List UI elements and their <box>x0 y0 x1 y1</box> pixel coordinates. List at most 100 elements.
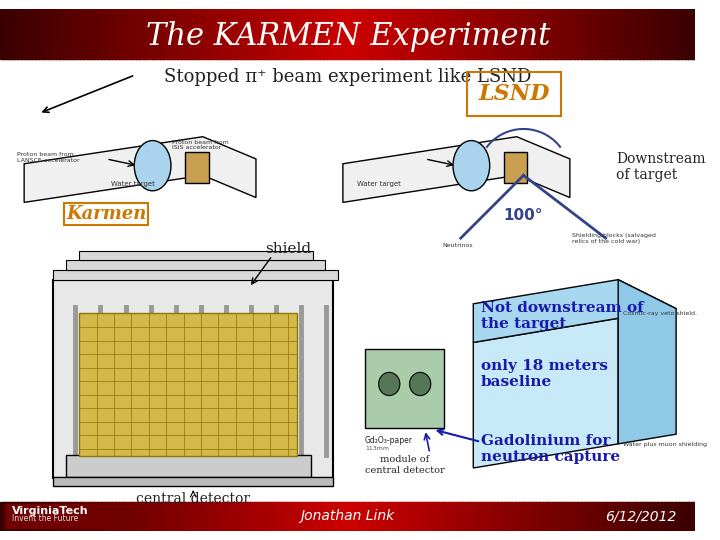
Bar <box>532 502 536 531</box>
Bar <box>532 9 536 59</box>
Bar <box>577 502 582 531</box>
Bar <box>80 9 84 59</box>
Bar <box>546 502 550 531</box>
Bar <box>595 502 599 531</box>
Bar <box>38 9 42 59</box>
Bar <box>622 502 627 531</box>
Polygon shape <box>343 137 570 202</box>
Bar <box>282 502 286 531</box>
Bar <box>320 9 324 59</box>
Bar <box>386 9 390 59</box>
Bar <box>101 9 105 59</box>
Bar <box>306 9 310 59</box>
Bar <box>108 502 112 531</box>
Bar <box>337 9 342 59</box>
Bar <box>84 9 88 59</box>
Bar <box>494 9 498 59</box>
Bar <box>456 502 460 531</box>
Bar <box>66 455 311 477</box>
Bar <box>616 502 620 531</box>
Bar <box>608 9 613 59</box>
Bar <box>177 502 181 531</box>
Bar <box>153 502 158 531</box>
Bar <box>177 9 181 59</box>
Bar <box>393 9 397 59</box>
Bar <box>372 9 377 59</box>
Bar <box>542 9 547 59</box>
Bar <box>553 502 557 531</box>
Bar <box>682 502 686 531</box>
Bar <box>73 9 78 59</box>
Polygon shape <box>618 280 676 444</box>
Text: Not downstream of
the target: Not downstream of the target <box>481 301 644 331</box>
Bar <box>390 9 394 59</box>
Bar <box>14 502 18 531</box>
Bar <box>45 9 50 59</box>
Bar <box>595 9 599 59</box>
Bar <box>650 502 654 531</box>
Bar <box>306 502 310 531</box>
Bar <box>156 9 161 59</box>
Bar <box>112 502 116 531</box>
Bar <box>247 9 251 59</box>
Bar <box>536 502 540 531</box>
Bar <box>508 9 512 59</box>
Bar <box>355 9 359 59</box>
Bar <box>87 9 91 59</box>
Bar <box>79 251 313 260</box>
Bar <box>675 502 679 531</box>
Bar <box>222 502 227 531</box>
Bar <box>661 502 665 531</box>
Bar <box>24 9 29 59</box>
Bar <box>143 502 147 531</box>
Bar <box>588 9 592 59</box>
Bar <box>271 502 276 531</box>
Text: Downstream
of target: Downstream of target <box>616 152 706 183</box>
Bar <box>230 502 234 531</box>
Bar <box>435 9 439 59</box>
Bar <box>601 9 606 59</box>
Bar <box>299 502 304 531</box>
Bar <box>327 502 331 531</box>
Bar <box>334 9 338 59</box>
Bar <box>171 9 175 59</box>
Bar <box>289 502 293 531</box>
Bar <box>344 502 348 531</box>
Bar <box>254 502 258 531</box>
Bar <box>629 9 634 59</box>
Bar <box>104 502 109 531</box>
Bar <box>264 9 269 59</box>
Bar <box>445 502 449 531</box>
Bar <box>24 502 29 531</box>
Text: Karmen: Karmen <box>66 205 146 223</box>
Text: Shielding blocks (salvaged
relics of the cold war): Shielding blocks (salvaged relics of the… <box>572 233 656 244</box>
Bar <box>198 502 202 531</box>
Bar <box>469 502 474 531</box>
Bar <box>167 502 171 531</box>
Bar <box>692 502 696 531</box>
Bar <box>518 502 523 531</box>
Bar <box>650 9 654 59</box>
Bar <box>382 9 387 59</box>
Bar <box>456 9 460 59</box>
Bar <box>194 9 199 59</box>
Bar <box>605 9 609 59</box>
Bar <box>477 502 481 531</box>
Bar <box>53 270 338 280</box>
Bar <box>355 502 359 531</box>
Bar <box>640 502 644 531</box>
Bar <box>118 9 122 59</box>
Bar <box>313 502 318 531</box>
Bar <box>243 502 248 531</box>
Bar <box>647 9 651 59</box>
Bar <box>73 502 78 531</box>
Bar <box>10 502 15 531</box>
Bar <box>601 502 606 531</box>
Bar <box>31 9 36 59</box>
Bar <box>376 502 380 531</box>
Bar <box>97 502 102 531</box>
Bar <box>685 502 690 531</box>
Bar <box>163 502 168 531</box>
Bar <box>292 9 297 59</box>
Bar <box>278 9 283 59</box>
